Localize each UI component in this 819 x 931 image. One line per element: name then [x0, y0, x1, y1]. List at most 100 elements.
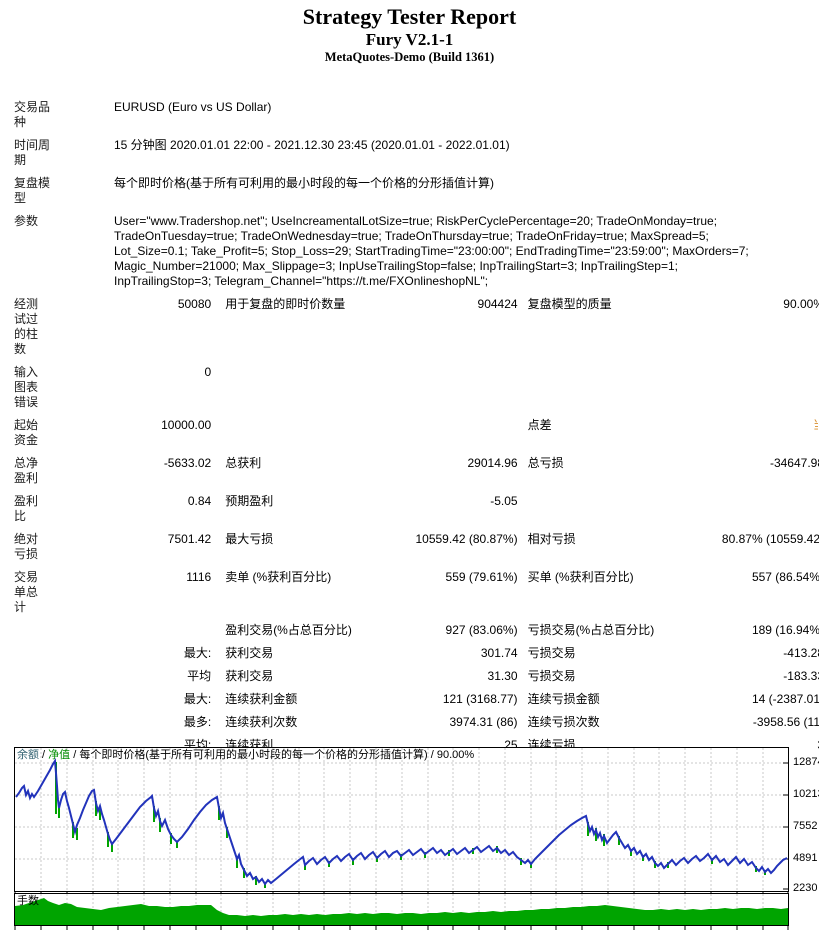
- info-label: 时间周期: [14, 138, 51, 167]
- stat-label-right: [518, 490, 671, 528]
- lots-chart: [14, 893, 789, 926]
- stat-value-right: -183.33: [783, 669, 819, 683]
- info-row: 时间周期 15 分钟图 2020.01.01 22:00 - 2021.12.30…: [14, 134, 819, 172]
- y-axis-label: 7552: [793, 820, 818, 832]
- stat-row-label: [14, 642, 58, 665]
- stats-row: 交易 单总 计 1116 卖单 (%获利百分比) 559 (79.61%) 买单 (%获…: [14, 566, 819, 619]
- stat-value-right: 557 (86.54%): [751, 570, 819, 584]
- stat-value-left: -5633.02: [163, 456, 212, 470]
- server-build: MetaQuotes-Demo (Build 1361): [324, 50, 495, 64]
- stat-value-left: 平均: [187, 669, 212, 683]
- stat-value-right: -413.28: [783, 646, 819, 660]
- stat-value-left: 50080: [177, 297, 212, 311]
- stat-label-right: 连续亏损金额: [527, 692, 600, 706]
- report-header: Strategy Tester Report Fury V2.1-1 MetaQ…: [0, 4, 819, 65]
- info-row: 交易品种 EURUSD (Euro vs US Dollar): [14, 96, 819, 134]
- stat-value-mid: 29014.96: [467, 456, 518, 470]
- stat-label-mid: 获利交易: [225, 646, 274, 660]
- stat-label-mid: 用于复盘的即时价数量: [225, 297, 346, 311]
- legend-balance-label: 余额: [17, 749, 39, 761]
- stat-value-mid: 121 (3168.77): [442, 692, 518, 706]
- stat-value-mid: 904424: [477, 297, 518, 311]
- lots-chart-canvas: [15, 894, 788, 925]
- stat-label-mid: [211, 414, 364, 452]
- y-axis-label: 10213: [793, 788, 819, 800]
- y-axis-label: 2230: [793, 882, 818, 894]
- stat-value-mid: 3974.31 (86): [449, 715, 518, 729]
- spread-value-fragment: 当前: [813, 418, 818, 433]
- stat-value-left: 最多:: [183, 715, 212, 729]
- lots-area: [15, 898, 788, 925]
- stat-label-mid: 最大亏损: [225, 532, 274, 546]
- stat-value-mid: 559 (79.61%): [445, 570, 518, 584]
- stat-row-label: 盈利 比: [14, 494, 39, 523]
- stat-row-label: 起始 资金: [14, 418, 39, 447]
- info-label: 交易品种: [14, 100, 51, 129]
- stat-row-label: [14, 665, 58, 688]
- stat-label-mid: 预期盈利: [225, 494, 274, 508]
- stat-label-mid: 总获利: [225, 456, 262, 470]
- stat-row-label: 总净 盈利: [14, 456, 39, 485]
- stat-row-label: [14, 688, 58, 711]
- stat-value-left: 0: [204, 365, 212, 379]
- expert-name: Fury V2.1-1: [365, 30, 454, 49]
- stats-row: 最多: 连续获利次数 3974.31 (86) 连续亏损次数 -3958.56 (11): [14, 711, 819, 734]
- stat-label-mid: 盈利交易(%占总百分比): [225, 623, 352, 637]
- stat-value-right: 189 (16.94%): [751, 623, 819, 637]
- lots-panel-label: 手数: [17, 895, 39, 907]
- stat-label-right: 点差: [527, 418, 552, 432]
- stat-value-mid: 10559.42 (80.87%): [415, 532, 518, 546]
- stat-value-left: 10000.00: [161, 418, 212, 432]
- stat-label-mid: 获利交易: [225, 669, 274, 683]
- stat-value-right: [671, 490, 819, 528]
- info-row: 复盘模型 每个即时价格(基于所有可利用的最小时段的每一个价格的分形插值计算): [14, 172, 819, 210]
- stat-row-label: [14, 619, 58, 642]
- stat-label-right: 买单 (%获利百分比): [527, 570, 634, 584]
- balance-chart: [14, 747, 789, 892]
- stat-value-left: 0.84: [187, 494, 212, 508]
- stat-label-right: 亏损交易(%占总百分比): [527, 623, 655, 637]
- stat-label-right: 亏损交易: [527, 669, 576, 683]
- stats-row: 经测 试过 的柱 数 50080 用于复盘的即时价数量 904424 复盘模型的质量 90…: [14, 293, 819, 361]
- info-label: 参数: [14, 214, 39, 228]
- stat-label-right: [518, 361, 671, 414]
- stat-value-left: [58, 619, 211, 642]
- info-value: 每个即时价格(基于所有可利用的最小时段的每一个价格的分形插值计算): [114, 176, 494, 190]
- info-value: EURUSD (Euro vs US Dollar): [114, 100, 272, 114]
- stat-label-mid: 连续获利次数: [225, 715, 298, 729]
- stat-label-mid: [211, 361, 364, 414]
- stat-label-right: 连续亏损次数: [527, 715, 600, 729]
- info-value: 15 分钟图 2020.01.01 22:00 - 2021.12.30 23:…: [114, 138, 510, 152]
- stats-row: 总净 盈利 -5633.02 总获利 29014.96 总亏损 -34647.98: [14, 452, 819, 490]
- stat-value-right: [671, 361, 819, 414]
- stat-label-right: 相对亏损: [527, 532, 576, 546]
- stat-value-right: 当前: [671, 414, 819, 452]
- stat-value-right: 14 (-2387.01): [751, 692, 819, 706]
- legend-model-text: 每个即时价格(基于所有可利用的最小时段的每一个价格的分形插值计算) / 90.0…: [79, 749, 475, 761]
- stat-value-mid: -5.05: [490, 494, 518, 508]
- legend-separator-2: /: [70, 749, 80, 761]
- stat-label-mid: 卖单 (%获利百分比): [225, 570, 332, 584]
- stat-value-left: 最大:: [183, 692, 212, 706]
- stat-value-mid: 31.30: [487, 669, 518, 683]
- stats-row: 最大: 连续获利金额 121 (3168.77) 连续亏损金额 14 (-2387.01…: [14, 688, 819, 711]
- x-axis-ticks-lots: [14, 926, 789, 931]
- stat-value-mid: [364, 414, 517, 452]
- y-axis-label: 12874: [793, 756, 819, 768]
- stats-row: 最大: 获利交易 301.74 亏损交易 -413.28: [14, 642, 819, 665]
- stat-value-right: -3958.56 (11): [752, 715, 819, 729]
- stat-value-right: 90.00%: [783, 297, 819, 311]
- stat-row-label: 交易 单总 计: [14, 570, 39, 614]
- stat-label-mid: 连续获利金额: [225, 692, 298, 706]
- info-row: 参数 User="www.Tradershop.net"; UseIncreame…: [14, 210, 819, 293]
- legend-equity-label: 净值: [48, 749, 71, 761]
- stat-label-right: 复盘模型的质量: [527, 297, 612, 311]
- stat-value-right: 80.87% (10559.42): [721, 532, 819, 546]
- balance-chart-canvas: [15, 748, 788, 891]
- y-axis-label: 4891: [793, 852, 818, 864]
- stat-value-mid: 927 (83.06%): [445, 623, 518, 637]
- stat-row-label: 绝对 亏损: [14, 532, 39, 561]
- stat-value-left: 7501.42: [167, 532, 212, 546]
- stat-row-label: 经测 试过 的柱 数: [14, 297, 39, 356]
